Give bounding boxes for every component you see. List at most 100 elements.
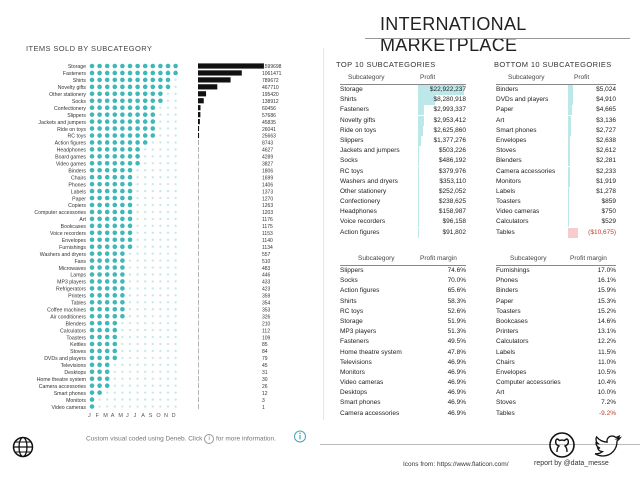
- table-row[interactable]: Bookcases 14.6%: [496, 317, 616, 327]
- value-text: $22,922,237: [429, 86, 466, 93]
- table-row[interactable]: Jackets and jumpers $503,226: [340, 146, 466, 157]
- table-row[interactable]: Voice recorders $96,158: [340, 217, 466, 228]
- table-row[interactable]: Camera accessories $2,233: [496, 166, 616, 177]
- subcategory-cell: Calculators: [496, 218, 529, 226]
- table-row[interactable]: Video cameras $750: [496, 207, 616, 218]
- table-row[interactable]: Calculators $529: [496, 217, 616, 228]
- table-row[interactable]: DVDs and players $4,910: [496, 95, 616, 106]
- table-row[interactable]: Desktops 46.9%: [340, 388, 466, 398]
- margin-bottom-col-margin[interactable]: Profit margin: [570, 255, 607, 262]
- table-row[interactable]: Shirts $8,280,918: [340, 95, 466, 106]
- value-text: $486,192: [438, 157, 466, 165]
- table-row[interactable]: Phones 16.1%: [496, 276, 616, 286]
- table-row[interactable]: RC toys $379,976: [340, 166, 466, 177]
- margin-top-col-subcategory[interactable]: Subcategory: [358, 255, 395, 262]
- margin-top-col-margin[interactable]: Profit margin: [420, 255, 457, 262]
- value-label: 3: [262, 398, 265, 404]
- table-row[interactable]: Tables ($10,675): [496, 227, 616, 238]
- table-row[interactable]: Computer accessories 10.4%: [496, 378, 616, 388]
- table-row[interactable]: Chairs 11.0%: [496, 358, 616, 368]
- table-row[interactable]: Paper 15.3%: [496, 297, 616, 307]
- month-dot: [112, 188, 118, 194]
- margin-top-header[interactable]: Subcategory Profit margin: [340, 255, 466, 266]
- table-row[interactable]: Monitors 46.9%: [340, 368, 466, 378]
- globe-icon[interactable]: [12, 436, 34, 458]
- table-row[interactable]: Paper $4,665: [496, 105, 616, 116]
- month-dot: [159, 349, 162, 353]
- table-row[interactable]: Confectionery $238,625: [340, 197, 466, 208]
- table-row[interactable]: Storage $22,922,237: [340, 85, 466, 95]
- month-dot: [120, 258, 125, 263]
- table-row[interactable]: Art 10.0%: [496, 388, 616, 398]
- month-dot: [142, 140, 148, 145]
- table-row[interactable]: Tables -9.2%: [496, 409, 616, 419]
- table-row[interactable]: Toasters $859: [496, 197, 616, 208]
- value-text: 49.5%: [447, 338, 466, 346]
- table-row[interactable]: Headphones $158,987: [340, 207, 466, 218]
- table-row[interactable]: Toasters 15.2%: [496, 307, 616, 317]
- table-row[interactable]: Shirts 58.3%: [340, 297, 466, 307]
- table-row[interactable]: Televisions 46.9%: [340, 358, 466, 368]
- icons-from-link[interactable]: https://www.flaticon.com/: [436, 461, 509, 468]
- bottom10-col-subcategory[interactable]: Subcategory: [508, 74, 545, 81]
- month-dot: [104, 223, 110, 229]
- table-row[interactable]: Binders $5,024: [496, 85, 616, 95]
- table-row[interactable]: Smart phones $2,727: [496, 125, 616, 136]
- table-row[interactable]: Furnishings 17.0%: [496, 266, 616, 276]
- table-row[interactable]: Washers and dryers $353,110: [340, 176, 466, 187]
- table-row[interactable]: Action figures 65.6%: [340, 286, 466, 296]
- table-row[interactable]: Action figures $91,802: [340, 227, 466, 238]
- table-row[interactable]: Art $3,136: [496, 115, 616, 126]
- value-cell: $2,625,860: [418, 125, 466, 136]
- table-row[interactable]: Binders 15.9%: [496, 286, 616, 296]
- margin-bottom-col-subcategory[interactable]: Subcategory: [510, 255, 547, 262]
- table-row[interactable]: RC toys 52.6%: [340, 307, 466, 317]
- month-dot: [89, 84, 95, 90]
- bottom10-col-profit[interactable]: Profit: [574, 74, 590, 81]
- table-row[interactable]: Slippers 74.6%: [340, 266, 466, 276]
- table-row[interactable]: Stoves 7.2%: [496, 398, 616, 408]
- table-row[interactable]: Other stationery $252,052: [340, 186, 466, 197]
- info-icon-inline[interactable]: i: [204, 434, 215, 444]
- github-icon[interactable]: [549, 432, 575, 458]
- month-dot: [174, 315, 177, 318]
- value-label: 1175: [262, 224, 273, 230]
- table-row[interactable]: Video cameras 46.9%: [340, 378, 466, 388]
- deneb-info-icon[interactable]: [294, 430, 306, 444]
- table-row[interactable]: Home theatre system 47.8%: [340, 348, 466, 358]
- table-row[interactable]: Stoves $2,612: [496, 146, 616, 157]
- report-author[interactable]: report by @data_messe: [534, 460, 609, 467]
- table-row[interactable]: Ride on toys $2,625,860: [340, 125, 466, 136]
- table-row[interactable]: Fasteners 49.5%: [340, 337, 466, 347]
- top10-header[interactable]: Subcategory Profit: [340, 74, 466, 85]
- category-label: Jackets and jumpers: [38, 120, 86, 126]
- table-row[interactable]: Socks 70.0%: [340, 276, 466, 286]
- subcategory-cell: Shirts: [340, 96, 357, 104]
- profit-bar: [418, 186, 419, 197]
- table-row[interactable]: Monitors $1,919: [496, 176, 616, 187]
- table-row[interactable]: Blenders $2,281: [496, 156, 616, 167]
- table-row[interactable]: Camera accessories 46.9%: [340, 409, 466, 419]
- top10-col-subcategory[interactable]: Subcategory: [348, 74, 385, 81]
- table-row[interactable]: Socks $486,192: [340, 156, 466, 167]
- month-dot: [151, 384, 154, 387]
- table-row[interactable]: Printers 13.1%: [496, 327, 616, 337]
- table-row[interactable]: Smart phones 46.9%: [340, 398, 466, 408]
- month-dot: [158, 91, 163, 97]
- table-row[interactable]: Storage 51.9%: [340, 317, 466, 327]
- value-label: 112: [262, 328, 270, 334]
- twitter-icon[interactable]: [594, 435, 622, 457]
- table-row[interactable]: MP3 players 51.3%: [340, 327, 466, 337]
- table-row[interactable]: Labels $1,278: [496, 186, 616, 197]
- table-row[interactable]: Slippers $1,377,276: [340, 135, 466, 146]
- table-row[interactable]: Calculators 12.2%: [496, 337, 616, 347]
- margin-bottom-header[interactable]: Subcategory Profit margin: [496, 255, 616, 266]
- table-row[interactable]: Novelty gifts $2,953,412: [340, 115, 466, 126]
- table-row[interactable]: Fasteners $2,993,337: [340, 105, 466, 116]
- table-row[interactable]: Envelopes $2,638: [496, 135, 616, 146]
- table-row[interactable]: Envelopes 10.5%: [496, 368, 616, 378]
- bottom10-header[interactable]: Subcategory Profit: [496, 74, 616, 85]
- top10-col-profit[interactable]: Profit: [420, 74, 436, 81]
- table-row[interactable]: Labels 11.5%: [496, 348, 616, 358]
- month-dot: [120, 91, 125, 97]
